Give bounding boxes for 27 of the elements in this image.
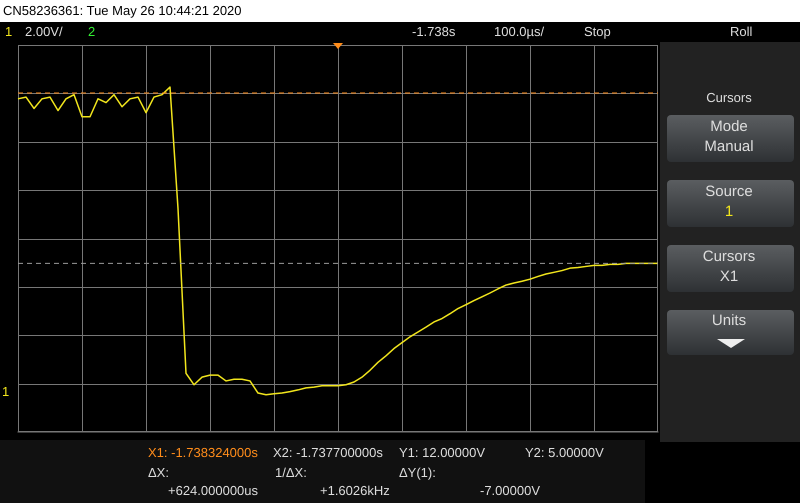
text: X1 xyxy=(718,268,740,285)
text: ΔY(1): xyxy=(399,465,436,481)
text: 100.0µs/ xyxy=(494,24,544,40)
text: -1.738s xyxy=(412,24,456,40)
text: Roll xyxy=(730,24,752,40)
text: Manual xyxy=(703,138,755,155)
text: ΔX: xyxy=(148,465,169,481)
text: Cursors xyxy=(705,90,753,106)
text: Y2: 5.00000V xyxy=(525,445,604,461)
text: 1 xyxy=(2,384,10,400)
text: 2.00V/ xyxy=(25,24,63,40)
text: Stop xyxy=(584,24,611,40)
text: X1: -1.738324000s xyxy=(148,445,258,461)
text: +624.000000us xyxy=(168,483,258,499)
text: 1 xyxy=(5,24,12,40)
text: 2 xyxy=(88,24,96,40)
text: 1 xyxy=(724,203,734,220)
text: X2: -1.737700000s xyxy=(273,445,383,461)
text: Source xyxy=(704,183,754,200)
chart-title: CN58236361: Tue May 26 10:44:21 2020 xyxy=(0,0,800,22)
text: Mode xyxy=(709,118,749,135)
text: +1.6026kHz xyxy=(320,483,390,499)
text: 1/ΔX: xyxy=(275,465,307,481)
text: -7.00000V xyxy=(480,483,540,499)
text: Y1: 12.00000V xyxy=(399,445,486,461)
text: Units xyxy=(710,312,748,329)
text: Cursors xyxy=(702,248,756,265)
